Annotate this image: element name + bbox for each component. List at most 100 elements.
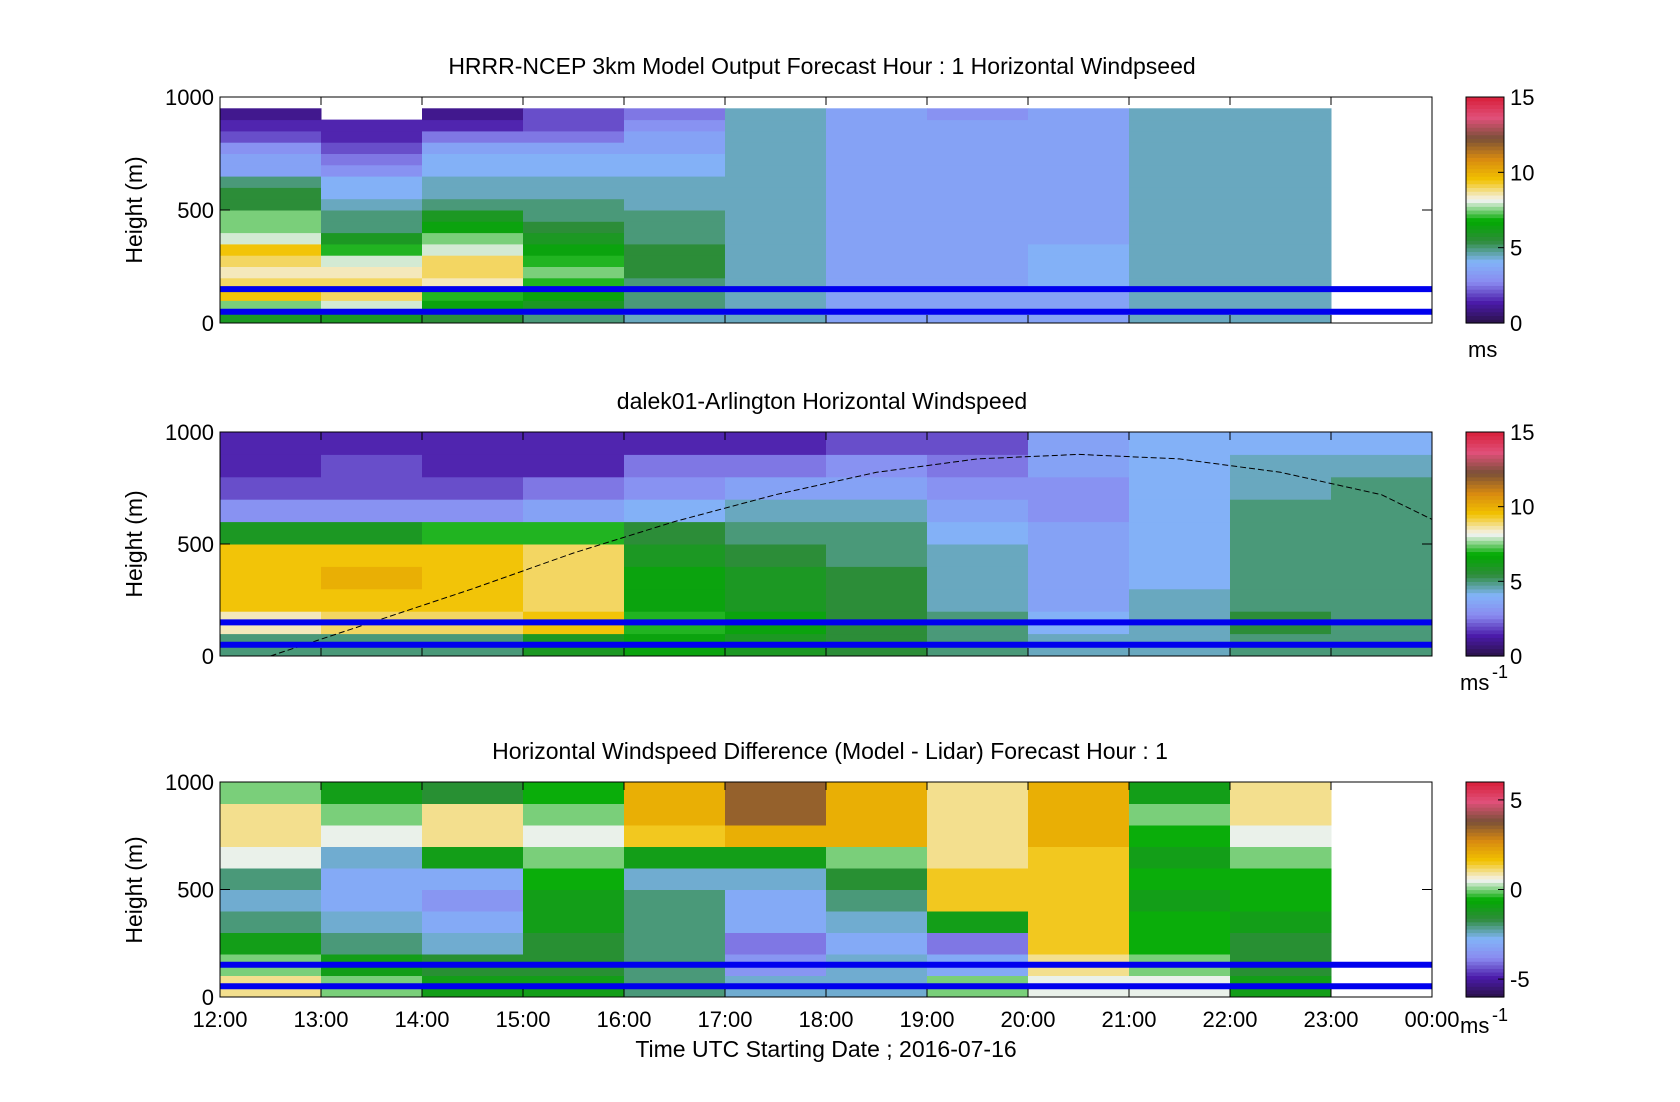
heatmap-cell bbox=[624, 566, 726, 590]
colorbar-segment bbox=[1466, 104, 1504, 109]
colorbar-segment bbox=[1466, 896, 1504, 901]
heatmap-cell bbox=[1028, 130, 1130, 143]
heatmap-cell bbox=[321, 164, 423, 177]
colorbar-segment bbox=[1466, 547, 1504, 553]
heatmap-cell bbox=[321, 153, 423, 166]
heatmap-cell bbox=[321, 566, 423, 590]
colorbar-segment bbox=[1466, 918, 1504, 923]
heatmap-cell bbox=[826, 266, 928, 279]
colorbar-segment bbox=[1466, 570, 1504, 575]
colorbar-segment bbox=[1466, 946, 1504, 952]
heatmap-cell bbox=[220, 932, 322, 955]
heatmap-cell bbox=[321, 289, 423, 301]
heatmap-cell bbox=[523, 825, 625, 847]
panel-model-colorbar: 0 5 10 15 ms bbox=[1465, 85, 1534, 362]
heatmap-cell bbox=[1129, 108, 1231, 121]
heatmap-cell bbox=[624, 232, 726, 245]
heatmap-cell bbox=[624, 889, 726, 912]
heatmap-cell bbox=[1129, 153, 1231, 166]
heatmap-cell bbox=[1129, 243, 1231, 256]
colorbar-segment bbox=[1466, 633, 1504, 638]
colorbar-segment bbox=[1466, 961, 1504, 966]
heatmap-cell bbox=[927, 588, 1029, 612]
heatmap-cell bbox=[523, 782, 625, 804]
colorbar-segment bbox=[1466, 878, 1504, 883]
y-tick-label: 0 bbox=[202, 311, 214, 336]
heatmap-cell bbox=[422, 119, 524, 132]
colorbar-segment bbox=[1466, 289, 1504, 294]
colorbar-segment bbox=[1466, 240, 1504, 245]
heatmap-cell bbox=[1230, 499, 1332, 523]
heatmap-cell bbox=[321, 544, 423, 567]
heatmap-cell bbox=[1028, 782, 1130, 804]
colorbar-segment bbox=[1466, 803, 1504, 808]
heatmap-cell bbox=[826, 454, 928, 478]
heatmap-cell bbox=[624, 130, 726, 143]
colorbar-segment bbox=[1466, 502, 1504, 508]
heatmap-cell bbox=[624, 932, 726, 955]
heatmap-cell bbox=[725, 232, 827, 245]
colorbar-segment bbox=[1466, 875, 1504, 880]
heatmap-cell bbox=[1129, 803, 1231, 826]
heatmap-cell bbox=[725, 825, 827, 847]
heatmap-cell bbox=[1230, 911, 1332, 933]
heatmap-cell bbox=[1129, 868, 1231, 890]
colorbar-segment bbox=[1466, 871, 1504, 876]
colorbar-tick-label: 0 bbox=[1510, 878, 1522, 903]
heatmap-cell bbox=[220, 911, 322, 933]
heatmap-cell bbox=[725, 255, 827, 267]
heatmap-cell bbox=[1028, 221, 1130, 234]
colorbar-segment bbox=[1466, 986, 1504, 991]
colorbar-frame bbox=[1465, 96, 1505, 324]
heatmap-cell bbox=[1230, 187, 1332, 200]
heatmap-cell bbox=[624, 243, 726, 256]
colorbar-segment bbox=[1466, 939, 1504, 944]
heatmap-cell bbox=[1230, 868, 1332, 890]
colorbar-segment bbox=[1466, 860, 1504, 866]
colorbar-segment bbox=[1466, 792, 1504, 797]
heatmap-cell bbox=[422, 243, 524, 256]
colorbar-segment bbox=[1466, 573, 1504, 579]
heatmap-cell bbox=[1129, 476, 1231, 500]
heatmap-cell bbox=[927, 544, 1029, 567]
colorbar-segment bbox=[1466, 127, 1504, 132]
x-tick-label: 17:00 bbox=[697, 1007, 752, 1032]
colorbar-segment bbox=[1466, 853, 1504, 858]
heatmap-cell bbox=[220, 311, 322, 324]
heatmap-cell bbox=[624, 210, 726, 222]
heatmap-cell bbox=[624, 221, 726, 234]
heatmap-cell bbox=[422, 476, 524, 500]
heatmap-cell bbox=[927, 277, 1029, 290]
heatmap-cell bbox=[1129, 932, 1231, 955]
heatmap-cell bbox=[927, 566, 1029, 590]
heatmap-cell bbox=[220, 164, 322, 177]
heatmap-cell bbox=[1129, 566, 1231, 590]
panel-lidar-ylabel: Height (m) bbox=[121, 490, 147, 597]
colorbar-segment bbox=[1466, 885, 1504, 891]
colorbar-tick-label: 0 bbox=[1510, 644, 1522, 669]
heatmap-cell bbox=[1129, 544, 1231, 567]
heatmap-cell bbox=[1230, 210, 1332, 222]
heatmap-cell bbox=[321, 846, 423, 869]
heatmap-cell bbox=[1230, 153, 1332, 166]
heatmap-cell bbox=[321, 454, 423, 478]
heatmap-cell bbox=[321, 187, 423, 200]
heatmap-cell bbox=[1230, 119, 1332, 132]
colorbar-segment bbox=[1466, 799, 1504, 805]
heatmap-cell bbox=[220, 300, 322, 313]
colorbar-segment bbox=[1466, 577, 1504, 582]
colorbar-segment bbox=[1466, 510, 1504, 515]
heatmap-cell bbox=[1230, 243, 1332, 256]
colorbar-segment bbox=[1466, 270, 1504, 275]
heatmap-cell bbox=[523, 311, 625, 324]
colorbar-segment bbox=[1466, 536, 1504, 541]
x-tick-label: 15:00 bbox=[495, 1007, 550, 1032]
heatmap-cell bbox=[1331, 454, 1433, 478]
heatmap-cell bbox=[725, 187, 827, 200]
heatmap-cell bbox=[725, 544, 827, 567]
heatmap-cell bbox=[927, 108, 1029, 121]
colorbar-segment bbox=[1466, 600, 1504, 605]
heatmap-cell bbox=[927, 932, 1029, 955]
heatmap-cell bbox=[422, 499, 524, 523]
